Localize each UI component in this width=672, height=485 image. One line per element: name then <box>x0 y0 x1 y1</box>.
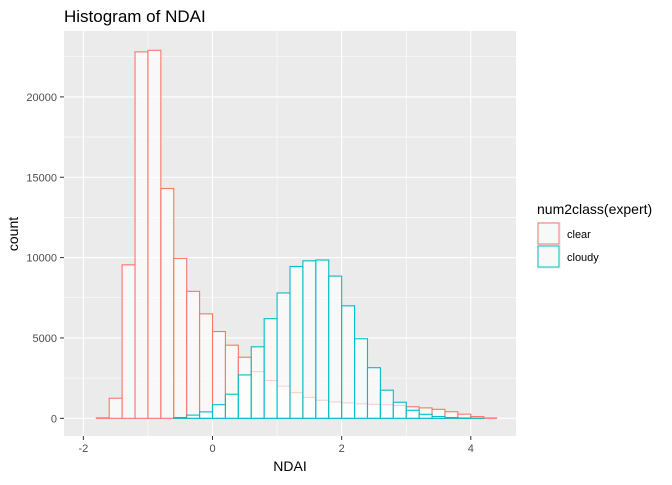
legend-label-cloudy: cloudy <box>567 252 599 264</box>
y-axis: 0 5000 10000 15000 20000 <box>26 92 64 425</box>
legend-title: num2class(expert) <box>537 201 652 217</box>
bar-clear <box>200 314 213 418</box>
bar-cloudy <box>355 339 368 419</box>
y-axis-title: count <box>5 217 21 251</box>
bar-clear <box>109 398 122 418</box>
bar-cloudy <box>380 390 393 418</box>
bar-clear <box>174 258 187 418</box>
bar-cloudy <box>406 410 419 418</box>
legend-item-cloudy: cloudy <box>537 245 599 269</box>
legend: num2class(expert) clear cloudy <box>537 201 652 269</box>
y-tick-label: 10000 <box>26 253 57 265</box>
bar-cloudy <box>174 418 187 419</box>
bar-cloudy <box>290 266 303 418</box>
bar-cloudy <box>329 276 342 418</box>
bar-cloudy <box>225 394 238 418</box>
bar-cloudy <box>303 261 316 419</box>
y-tick-label: 0 <box>51 413 57 425</box>
bar-cloudy <box>316 260 329 418</box>
bar-cloudy <box>342 306 355 419</box>
bar-cloudy <box>200 412 213 418</box>
bar-cloudy <box>367 368 380 419</box>
chart-title: Histogram of NDAI <box>64 7 206 26</box>
bar-cloudy <box>393 402 406 418</box>
y-tick-label: 5000 <box>33 333 57 345</box>
bar-clear <box>135 52 148 418</box>
y-tick-label: 15000 <box>26 172 57 184</box>
bar-cloudy <box>213 405 226 419</box>
legend-item-clear: clear <box>537 222 591 246</box>
bar-cloudy <box>419 414 432 418</box>
x-tick-label: 4 <box>468 443 474 455</box>
x-axis: -2 0 2 4 <box>78 436 473 455</box>
x-tick-label: 2 <box>339 443 345 455</box>
legend-label-clear: clear <box>567 229 591 241</box>
x-tick-label: -2 <box>78 443 88 455</box>
bar-cloudy <box>432 417 445 419</box>
x-axis-title: NDAI <box>273 458 306 474</box>
bar-cloudy <box>264 319 277 419</box>
bar-clear <box>122 265 135 418</box>
x-tick-label: 0 <box>209 443 215 455</box>
bar-cloudy <box>445 418 458 419</box>
y-tick-label: 20000 <box>26 92 57 104</box>
bar-cloudy <box>187 415 200 418</box>
bar-cloudy <box>277 293 290 418</box>
bar-clear <box>148 50 161 418</box>
legend-swatch-clear <box>538 223 559 244</box>
bar-cloudy <box>238 375 251 418</box>
legend-swatch-cloudy <box>538 246 559 267</box>
bar-clear <box>161 189 174 419</box>
bar-cloudy <box>251 347 264 419</box>
bar-clear <box>187 291 200 418</box>
